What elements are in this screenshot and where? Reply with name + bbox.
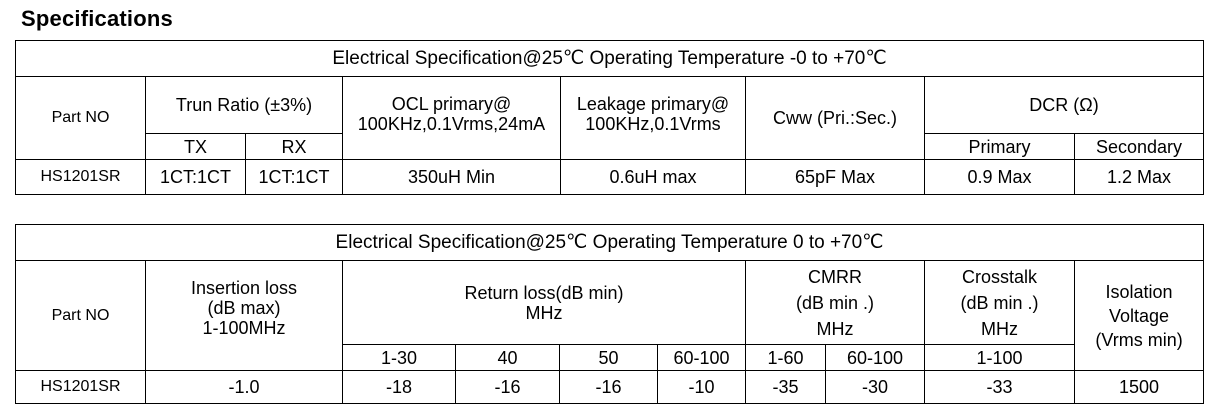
header-isolation-line2: Voltage <box>1109 305 1170 326</box>
header-rx: RX <box>245 133 343 160</box>
cell-leakage: 0.6uH max <box>560 159 746 195</box>
header-crosstalk-line3: MHz <box>981 318 1018 339</box>
cell-dcr-primary: 0.9 Max <box>924 159 1075 195</box>
cell-ocl: 350uH Min <box>342 159 561 195</box>
header-return-line2: MHz <box>525 302 563 323</box>
header-ocl-line1: OCL primary@ <box>391 94 512 114</box>
header-part-no: Part NO <box>15 76 146 160</box>
cell-insertion-loss: -1.0 <box>145 370 343 404</box>
cell-cmrr: -35 <box>745 370 826 404</box>
electrical-spec-table-1: Electrical Specification@25℃ Operating T… <box>14 40 1205 195</box>
cell-return-loss: -18 <box>342 370 456 404</box>
cell-cmrr: -30 <box>825 370 925 404</box>
header-isolation-line3: (Vrms min) <box>1095 329 1183 350</box>
header-crosstalk-range: 1-100 <box>924 344 1075 371</box>
cell-return-loss: -16 <box>559 370 658 404</box>
header-return-range: 50 <box>559 344 658 371</box>
header-return-loss: Return loss(dB min) MHz <box>342 260 746 345</box>
cell-rx: 1CT:1CT <box>245 159 343 195</box>
header-leakage-line1: Leakage primary@ <box>576 94 730 114</box>
header-cmrr-line1: CMRR <box>808 266 862 287</box>
header-cmrr-line2: (dB min .) <box>795 292 874 313</box>
header-cmrr-range: 60-100 <box>825 344 925 371</box>
header-turn-ratio: Trun Ratio (±3%) <box>145 76 343 134</box>
header-tx: TX <box>145 133 246 160</box>
header-cmrr-range: 1-60 <box>745 344 826 371</box>
page-title: Specifications <box>21 6 173 31</box>
header-dcr-secondary: Secondary <box>1073 133 1205 160</box>
cell-cww: 65pF Max <box>745 159 925 195</box>
header-insertion-line2: (dB max) <box>207 298 281 318</box>
header-return-range: 1-30 <box>342 344 456 371</box>
header-isolation-voltage: Isolation Voltage (Vrms min) <box>1073 260 1205 371</box>
header-cww: Cww (Pri.:Sec.) <box>745 76 925 160</box>
header-crosstalk-line2: (dB min .) <box>960 292 1039 313</box>
cell-tx: 1CT:1CT <box>145 159 246 195</box>
cell-part-no: HS1201SR <box>15 370 146 404</box>
table-row: HS1201SR -1.0 -18 -16 -16 -10 -35 -30 -3… <box>15 370 1205 404</box>
header-leakage-line2: 100KHz,0.1Vrms <box>585 114 721 134</box>
header-leakage: Leakage primary@ 100KHz,0.1Vrms <box>560 76 746 160</box>
cell-isolation-voltage: 1500 <box>1073 370 1205 404</box>
header-return-line1: Return loss(dB min) <box>464 282 624 303</box>
cell-return-loss: -10 <box>657 370 746 404</box>
table-caption: Electrical Specification@25℃ Operating T… <box>14 40 1205 77</box>
header-ocl: OCL primary@ 100KHz,0.1Vrms,24mA <box>342 76 561 160</box>
header-return-range: 40 <box>455 344 560 371</box>
header-return-range: 60-100 <box>657 344 746 371</box>
header-part-no: Part NO <box>15 260 146 371</box>
header-cmrr-line3: MHz <box>816 318 854 339</box>
table-row: HS1201SR 1CT:1CT 1CT:1CT 350uH Min 0.6uH… <box>15 159 1205 195</box>
cell-part-no: HS1201SR <box>15 159 146 195</box>
header-crosstalk: Crosstalk (dB min .) MHz <box>924 260 1075 345</box>
header-crosstalk-line1: Crosstalk <box>961 266 1037 287</box>
cell-dcr-secondary: 1.2 Max <box>1073 159 1205 195</box>
header-ocl-line2: 100KHz,0.1Vrms,24mA <box>357 114 546 134</box>
table-caption: Electrical Specification@25℃ Operating T… <box>14 224 1205 261</box>
header-insertion-line3: 1-100MHz <box>202 318 286 338</box>
header-isolation-line1: Isolation <box>1105 281 1173 302</box>
electrical-spec-table-2: Electrical Specification@25℃ Operating T… <box>14 224 1205 404</box>
header-insertion-line1: Insertion loss <box>190 278 298 298</box>
cell-crosstalk: -33 <box>924 370 1075 404</box>
header-cmrr: CMRR (dB min .) MHz <box>745 260 925 345</box>
header-insertion-loss: Insertion loss (dB max) 1-100MHz <box>145 260 343 371</box>
header-dcr: DCR (Ω) <box>923 76 1205 134</box>
cell-return-loss: -16 <box>455 370 560 404</box>
header-dcr-primary: Primary <box>924 133 1075 160</box>
